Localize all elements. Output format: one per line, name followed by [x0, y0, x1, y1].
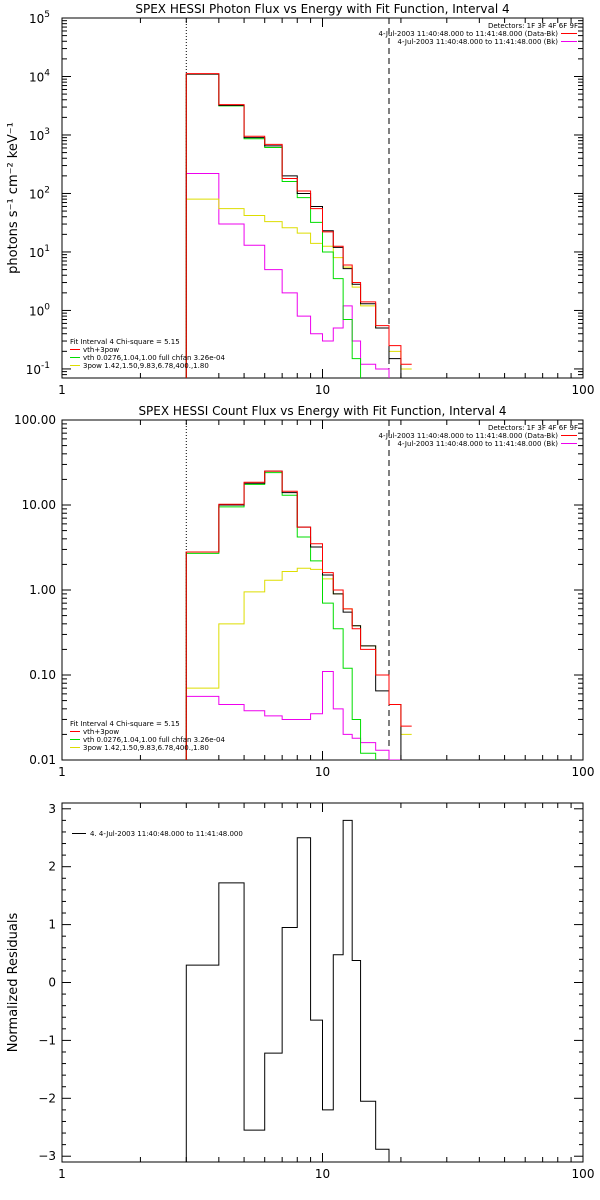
x-tick-label: 10: [315, 1167, 330, 1181]
header-line: 4-Jul-2003 11:40:48.000 to 11:41:48.000 …: [398, 440, 559, 448]
y-tick-label: 101: [29, 244, 50, 260]
legend-line: 3pow 1.42,1.50,9.83,6.78,400.,1.80: [83, 362, 209, 370]
y-tick-label: 104: [29, 68, 50, 84]
y-tick-label: 100.00: [14, 413, 56, 427]
y-axis: 0.01 0.10 1.00 10.00 100.00: [14, 413, 583, 767]
y-tick-label: 102: [29, 185, 50, 201]
x-tick-label: 10: [315, 765, 330, 779]
y-axis: −3 −2 −1 0 1 2 3: [38, 802, 583, 1163]
header-line: Detectors: 1F 3F 4F 6F 9F: [488, 424, 578, 432]
header-line: 4-Jul-2003 11:40:48.000 to 11:41:48.000 …: [379, 432, 559, 440]
series-vth-line: [185, 472, 377, 760]
panel-2: SPEX HESSI Count Flux vs Energy with Fit…: [14, 404, 594, 779]
panel-1: SPEX HESSI Photon Flux vs Energy with Fi…: [6, 2, 595, 397]
y-tick-label: 100: [29, 302, 50, 318]
header-line: 4-Jul-2003 11:40:48.000 to 11:41:48.000 …: [379, 30, 559, 38]
fit-legend: Fit Interval 4 Chi-square = 5.15vth+3pow…: [70, 720, 225, 752]
legend-line: Fit Interval 4 Chi-square = 5.15: [70, 338, 180, 346]
x-tick-label: 1: [58, 383, 66, 397]
plot-frame: [61, 17, 584, 379]
series-fit-line: [185, 73, 412, 378]
series-group: [185, 819, 390, 1162]
y-tick-label: 1: [48, 918, 56, 932]
y-tick-label: −1: [38, 1033, 56, 1047]
header-line: Detectors: 1F 3F 4F 6F 9F: [488, 22, 578, 30]
x-tick-label: 100: [572, 383, 595, 397]
legend-line: vth 0.0276,1.04,1.00 full chfan 3.26e-04: [83, 736, 225, 744]
y-tick-label: 1.00: [29, 583, 56, 597]
x-tick-label: 1: [58, 1167, 66, 1181]
y-axis-label: photons s⁻¹ cm⁻² keV⁻¹: [6, 122, 21, 274]
y-axis: 10-1 100 101 102 103 104 105: [26, 10, 583, 379]
x-tick-label: 1: [58, 765, 66, 779]
x-tick-label: 10: [315, 383, 330, 397]
y-tick-label: −2: [38, 1091, 56, 1105]
y-tick-label: 103: [29, 127, 50, 143]
series-data-line: [185, 819, 390, 1162]
y-axis-label: Normalized Residuals: [6, 913, 21, 1053]
series-group: [185, 73, 412, 378]
y-tick-label: −3: [38, 1149, 56, 1163]
header-line: 4-Jul-2003 11:40:48.000 to 11:41:48.000 …: [398, 38, 559, 46]
series-bk-line: [185, 670, 402, 760]
y-tick-label: 0.01: [29, 753, 56, 767]
panel-3: 1 10 100 −3 −2 −1 0 1 2 3 Normalized Residuals 4. 4…: [6, 802, 594, 1181]
y-tick-label: 3: [48, 802, 56, 816]
header-legend: 4. 4-Jul-2003 11:40:48.000 to 11:41:48.0…: [72, 830, 243, 838]
y-tick-label: 0: [48, 976, 56, 990]
header-line: 4. 4-Jul-2003 11:40:48.000 to 11:41:48.0…: [90, 830, 243, 838]
series-group: [185, 470, 412, 760]
series-vth-line: [185, 73, 362, 378]
legend-line: vth+3pow: [83, 728, 119, 736]
header-legend: Detectors: 1F 3F 4F 6F 9F4-Jul-2003 11:4…: [379, 22, 578, 46]
series-pow-line: [185, 198, 412, 378]
chart-title: SPEX HESSI Photon Flux vs Energy with Fi…: [135, 2, 509, 16]
y-tick-label: 105: [29, 10, 50, 26]
x-axis: 1 10 100: [58, 803, 594, 1181]
y-tick-label: 0.10: [29, 668, 56, 682]
series-bk-line: [185, 172, 390, 378]
legend-line: Fit Interval 4 Chi-square = 5.15: [70, 720, 180, 728]
header-legend: Detectors: 1F 3F 4F 6F 9F4-Jul-2003 11:4…: [379, 424, 578, 448]
series-fit-line: [185, 470, 412, 760]
series-pow-line: [185, 567, 412, 760]
legend-line: vth+3pow: [83, 346, 119, 354]
legend-line: 3pow 1.42,1.50,9.83,6.78,400.,1.80: [83, 744, 209, 752]
legend-line: vth 0.0276,1.04,1.00 full chfan 3.26e-04: [83, 354, 225, 362]
x-tick-label: 100: [572, 765, 595, 779]
y-tick-label: 2: [48, 860, 56, 874]
y-tick-label: 10-1: [26, 361, 50, 377]
x-tick-label: 100: [572, 1167, 595, 1181]
y-tick-label: 10.00: [22, 498, 56, 512]
chart-title: SPEX HESSI Count Flux vs Energy with Fit…: [138, 404, 506, 418]
series-data-line: [185, 73, 412, 378]
x-axis: 1 10 100: [58, 420, 594, 779]
fit-legend: Fit Interval 4 Chi-square = 5.15vth+3pow…: [70, 338, 225, 370]
